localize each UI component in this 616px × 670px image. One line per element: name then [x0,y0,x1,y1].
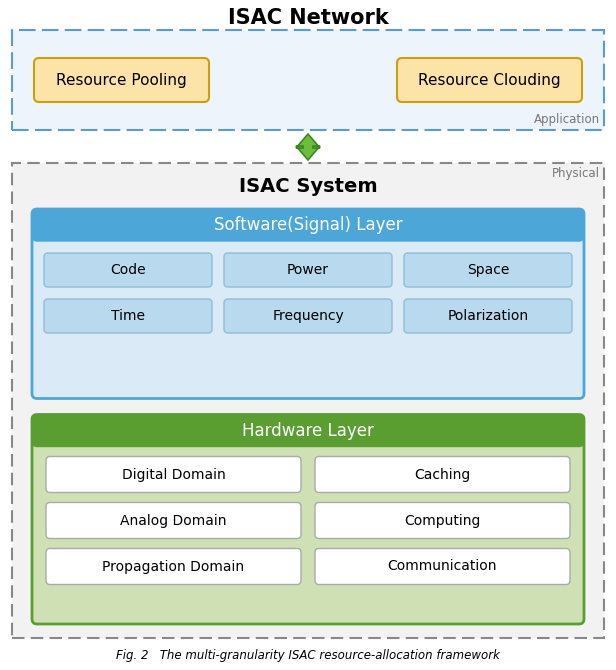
FancyBboxPatch shape [315,456,570,492]
FancyBboxPatch shape [44,299,212,333]
Text: ISAC System: ISAC System [238,178,378,196]
Text: Frequency: Frequency [272,309,344,323]
FancyBboxPatch shape [32,415,584,624]
Text: Physical: Physical [552,167,600,180]
FancyBboxPatch shape [32,209,584,399]
Bar [12,163,604,638]
FancyBboxPatch shape [224,253,392,287]
FancyBboxPatch shape [397,58,582,102]
Text: Analog Domain: Analog Domain [120,513,227,527]
FancyBboxPatch shape [32,209,584,241]
Text: Software(Signal) Layer: Software(Signal) Layer [214,216,402,234]
Text: Caching: Caching [415,468,471,482]
Polygon shape [296,134,320,160]
Text: Hardware Layer: Hardware Layer [242,421,374,440]
FancyBboxPatch shape [404,253,572,287]
Text: Polarization: Polarization [447,309,529,323]
FancyBboxPatch shape [404,299,572,333]
FancyBboxPatch shape [315,502,570,539]
Text: Space: Space [467,263,509,277]
Text: Computing: Computing [404,513,480,527]
FancyBboxPatch shape [46,456,301,492]
FancyBboxPatch shape [44,253,212,287]
Text: Power: Power [287,263,329,277]
Text: Resource Clouding: Resource Clouding [418,72,561,88]
Bar [12,30,604,130]
FancyBboxPatch shape [32,415,584,446]
FancyBboxPatch shape [46,502,301,539]
FancyBboxPatch shape [46,549,301,584]
Text: Application: Application [534,113,600,126]
Text: Resource Pooling: Resource Pooling [56,72,187,88]
Text: Fig. 2   The multi-granularity ISAC resource-allocation framework: Fig. 2 The multi-granularity ISAC resour… [116,649,500,661]
Text: ISAC Network: ISAC Network [228,8,388,28]
FancyBboxPatch shape [224,299,392,333]
Text: Propagation Domain: Propagation Domain [102,559,245,574]
FancyBboxPatch shape [34,58,209,102]
Text: Time: Time [111,309,145,323]
FancyBboxPatch shape [315,549,570,584]
Text: Communication: Communication [387,559,497,574]
Text: Code: Code [110,263,146,277]
Text: Digital Domain: Digital Domain [121,468,225,482]
